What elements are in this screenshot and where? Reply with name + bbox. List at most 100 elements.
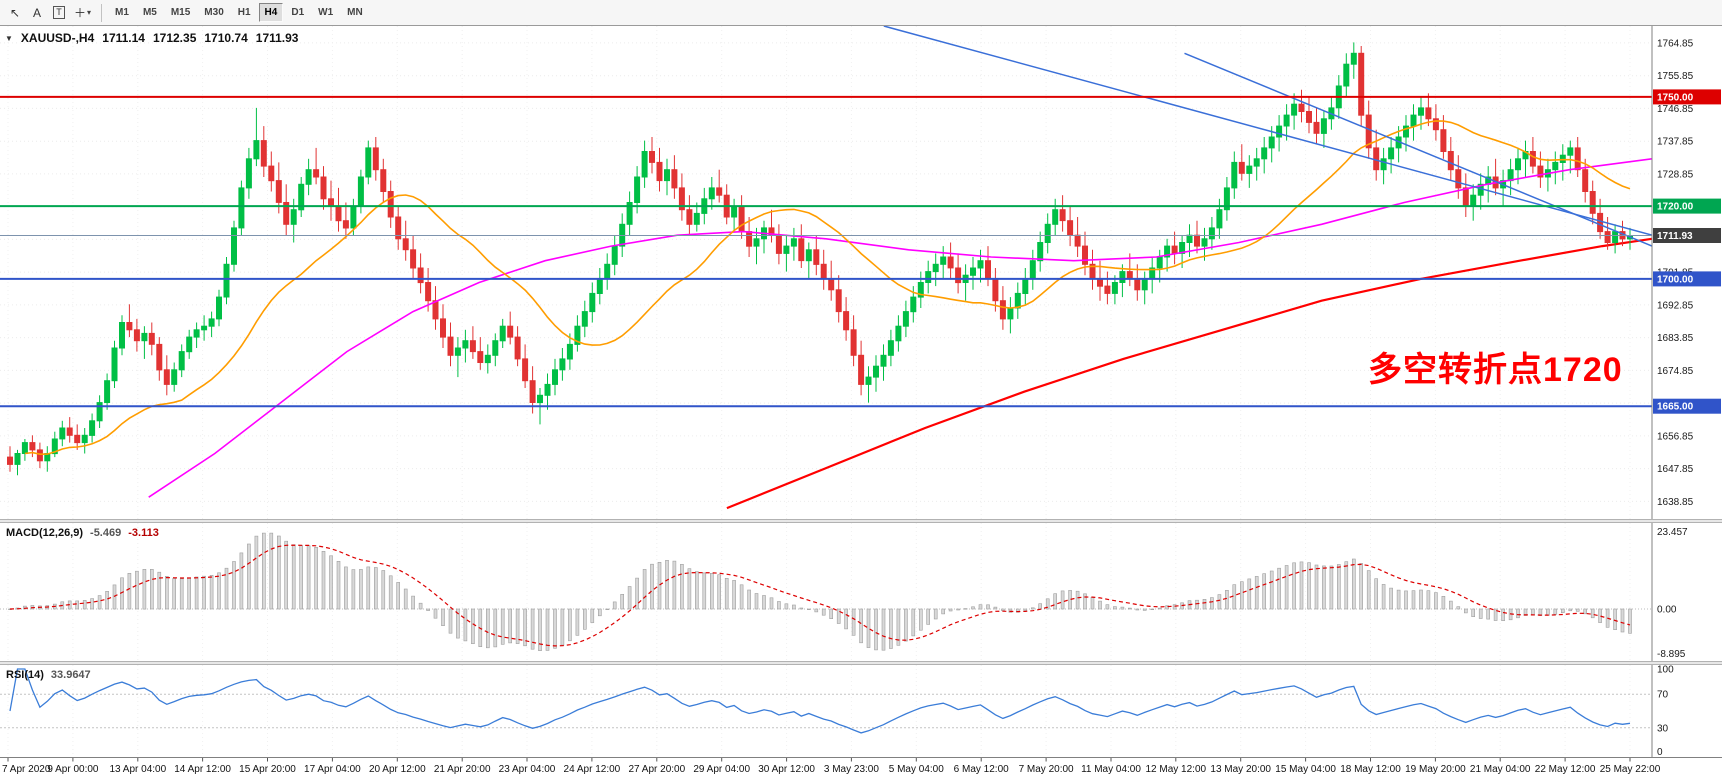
timeframe-button-m30[interactable]: M30 — [198, 3, 229, 22]
time-axis: 7 Apr 2020 9 Apr 00:00 13 Apr 04:00 14 Apr … — [0, 757, 1722, 780]
cursor-icon: ↖ — [9, 5, 21, 20]
svg-text:19 May 20:00: 19 May 20:00 — [1405, 764, 1466, 775]
svg-text:1764.85: 1764.85 — [1657, 38, 1694, 49]
rsi-line — [9, 668, 1631, 734]
ma-mid-line — [148, 158, 1653, 498]
macd-header: MACD(12,26,9) -5.469 -3.113 — [6, 527, 159, 539]
rsi-header: RSI(14) 33.9647 — [6, 669, 91, 681]
svg-text:1665.00: 1665.00 — [1657, 402, 1694, 413]
symbol-collapse-icon[interactable]: ▼ — [5, 33, 13, 43]
crosshair-tool-button[interactable]: ＋ ▾ — [71, 3, 94, 23]
price-chart-canvas[interactable]: 1764.851755.851746.851737.851728.851719.… — [0, 26, 1722, 519]
svg-text:1755.85: 1755.85 — [1657, 71, 1694, 82]
macd-canvas: 23.457 0.00 -8.895 — [0, 523, 1722, 661]
svg-text:15 May 04:00: 15 May 04:00 — [1275, 764, 1336, 775]
svg-text:0: 0 — [1657, 747, 1663, 757]
textbox-tool-button[interactable]: T — [49, 3, 69, 23]
svg-text:20 Apr 12:00: 20 Apr 12:00 — [369, 764, 426, 775]
svg-text:25 May 22:00: 25 May 22:00 — [1600, 764, 1661, 775]
svg-text:0.00: 0.00 — [1657, 605, 1677, 616]
horizontal-levels — [0, 95, 1652, 408]
svg-text:1711.93: 1711.93 — [1657, 231, 1693, 242]
svg-text:1692.85: 1692.85 — [1657, 300, 1694, 311]
svg-text:1656.85: 1656.85 — [1657, 431, 1694, 442]
ohlc-high: 1712.35 — [152, 31, 197, 45]
cursor-tool-button[interactable]: ↖ — [5, 3, 25, 23]
svg-text:24 Apr 12:00: 24 Apr 12:00 — [564, 764, 621, 775]
svg-text:13 May 20:00: 13 May 20:00 — [1210, 764, 1271, 775]
svg-text:18 May 12:00: 18 May 12:00 — [1340, 764, 1401, 775]
ma-fast-line — [24, 120, 1631, 456]
trendlines — [883, 26, 1653, 247]
timeframe-button-m1[interactable]: M1 — [109, 3, 135, 22]
macd-signal-value: -3.113 — [128, 527, 159, 539]
svg-text:17 Apr 04:00: 17 Apr 04:00 — [304, 764, 361, 775]
macd-axis-labels: 23.457 0.00 -8.895 — [1657, 527, 1688, 660]
svg-text:9 Apr 00:00: 9 Apr 00:00 — [47, 764, 99, 775]
macd-main-value: -5.469 — [90, 527, 122, 539]
svg-text:1700.00: 1700.00 — [1657, 274, 1694, 285]
text-tool-button[interactable]: A — [27, 3, 47, 23]
toolbar-separator — [101, 3, 103, 22]
price-tag: 1711.93 — [1653, 228, 1721, 243]
svg-text:30: 30 — [1657, 723, 1669, 734]
svg-text:5 May 04:00: 5 May 04:00 — [889, 764, 944, 775]
svg-text:1674.85: 1674.85 — [1657, 366, 1694, 377]
text-tool-icon: A — [32, 5, 41, 20]
rsi-value: 33.9647 — [50, 669, 91, 681]
svg-text:7 May 20:00: 7 May 20:00 — [1019, 764, 1074, 775]
svg-text:21 May 04:00: 21 May 04:00 — [1470, 764, 1531, 775]
svg-text:1647.85: 1647.85 — [1657, 464, 1694, 475]
svg-text:15 Apr 20:00: 15 Apr 20:00 — [239, 764, 296, 775]
svg-text:27 Apr 20:00: 27 Apr 20:00 — [628, 764, 685, 775]
svg-text:100: 100 — [1657, 665, 1674, 676]
ma-slow-line — [726, 237, 1653, 510]
svg-text:7 Apr 2020: 7 Apr 2020 — [2, 764, 51, 775]
svg-text:6 May 12:00: 6 May 12:00 — [954, 764, 1009, 775]
chart-ohlc-header: ▼ XAUUSD-,H4 1711.14 1712.35 1710.74 171… — [5, 31, 298, 45]
timeframe-button-m15[interactable]: M15 — [165, 3, 196, 22]
crosshair-icon: ＋ — [74, 6, 87, 20]
timeframe-button-h1[interactable]: H1 — [232, 3, 257, 22]
svg-text:70: 70 — [1657, 690, 1669, 701]
timeframe-button-w1[interactable]: W1 — [312, 3, 339, 22]
svg-text:1728.85: 1728.85 — [1657, 169, 1694, 180]
macd-panel[interactable]: 23.457 0.00 -8.895 MACD(12,26,9) -5.469 -3… — [0, 523, 1722, 661]
drawing-tools-group: ↖ A T ＋ ▾ — [4, 3, 95, 23]
timeframe-button-m5[interactable]: M5 — [137, 3, 163, 22]
textbox-tool-icon: T — [53, 6, 65, 19]
price-chart-panel[interactable]: 1764.851755.851746.851737.851728.851719.… — [0, 26, 1722, 519]
svg-text:14 Apr 12:00: 14 Apr 12:00 — [174, 764, 231, 775]
macd-signal-line — [9, 544, 1631, 647]
price-tag: 1665.00 — [1653, 398, 1721, 414]
timeframe-button-d1[interactable]: D1 — [285, 3, 310, 22]
svg-text:1720.00: 1720.00 — [1657, 202, 1694, 213]
rsi-panel[interactable]: 100 70 30 0 RSI(14) 33.9647 — [0, 665, 1722, 757]
svg-text:1737.85: 1737.85 — [1657, 137, 1694, 148]
macd-histogram — [8, 532, 1632, 652]
panel-separator-rsi[interactable] — [0, 661, 1722, 665]
timeframe-button-h4[interactable]: H4 — [258, 3, 284, 22]
main-toolbar: ↖ A T ＋ ▾ M1 M5 M15 M30 H1 H4 D1 W1 MN — [0, 0, 1722, 26]
svg-text:3 May 23:00: 3 May 23:00 — [824, 764, 879, 775]
panel-separator-macd[interactable] — [0, 519, 1722, 523]
chart-annotation-text[interactable]: 多空转折点1720 — [1368, 351, 1623, 389]
dropdown-caret-icon: ▾ — [87, 8, 92, 17]
rsi-axis-labels: 100 70 30 0 — [1657, 665, 1674, 757]
svg-text:11 May 04:00: 11 May 04:00 — [1081, 764, 1141, 775]
ohlc-low: 1710.74 — [204, 31, 248, 45]
svg-text:1750.00: 1750.00 — [1657, 92, 1694, 103]
price-tag: 1720.00 — [1653, 198, 1721, 214]
timeframe-button-mn[interactable]: MN — [341, 3, 369, 22]
svg-text:23.457: 23.457 — [1657, 527, 1688, 538]
svg-text:1638.85: 1638.85 — [1657, 497, 1694, 508]
macd-label: MACD(12,26,9) — [6, 527, 84, 539]
rsi-label: RSI(14) — [6, 669, 44, 681]
chart-title: XAUUSD-,H4 — [20, 31, 95, 45]
rsi-canvas: 100 70 30 0 — [0, 665, 1722, 757]
svg-text:1683.85: 1683.85 — [1657, 333, 1694, 344]
svg-text:12 May 12:00: 12 May 12:00 — [1145, 764, 1206, 775]
